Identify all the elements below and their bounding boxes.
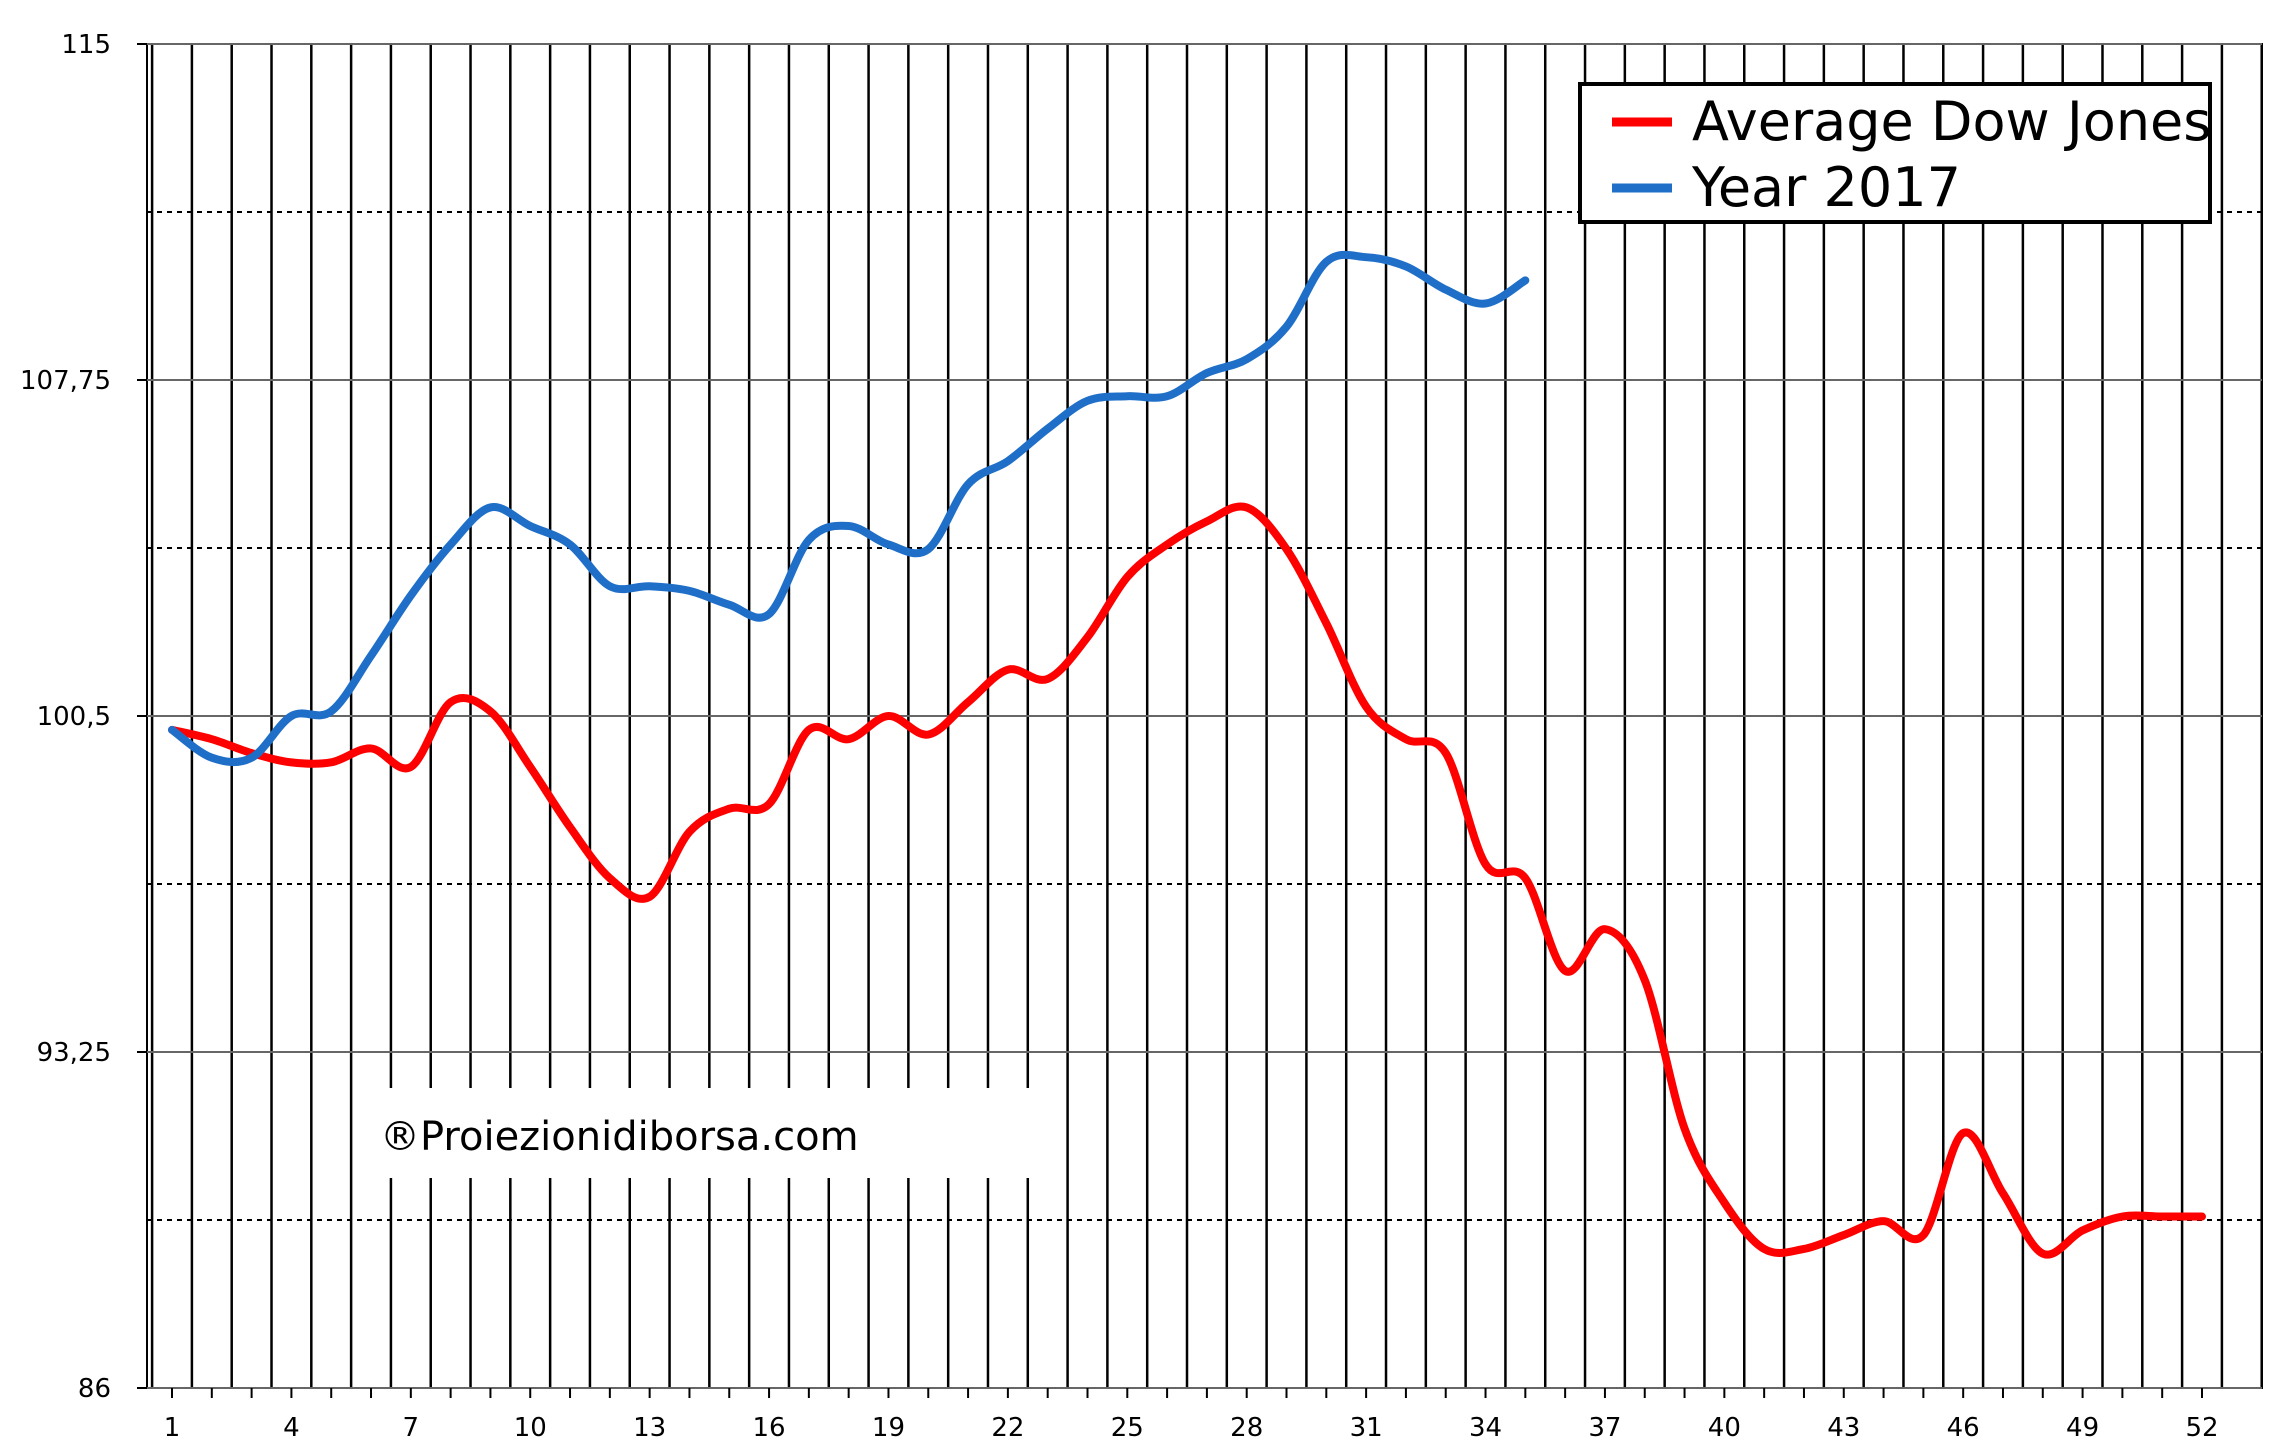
legend: Average Dow Jones Year 2017: [1578, 82, 2212, 224]
x-tick-label: 19: [872, 1413, 905, 1443]
x-tick-label: 7: [403, 1413, 420, 1443]
x-tick-label: 13: [633, 1413, 666, 1443]
x-tick-label: 43: [1827, 1413, 1860, 1443]
x-tick-label: 10: [514, 1413, 547, 1443]
y-tick-label: 86: [78, 1374, 111, 1404]
y-tick-label: 115: [61, 30, 111, 60]
watermark-text: ®Proiezionidiborsa.com: [380, 1114, 859, 1160]
legend-label-blue: Year 2017: [1691, 156, 1961, 219]
x-tick-label: 52: [2185, 1413, 2218, 1443]
x-tick-label: 37: [1588, 1413, 1621, 1443]
series-line-red: [168, 502, 2206, 1259]
x-tick-label: 40: [1708, 1413, 1741, 1443]
x-tick-label: 28: [1230, 1413, 1263, 1443]
series-line-blue: [168, 250, 1530, 767]
x-tick-label: 34: [1469, 1413, 1502, 1443]
watermark-background: [362, 1088, 1062, 1178]
axes: 115 107,75 100,5 93,25 86 1 4 7 10 13 16 19 22 25 28 31…: [20, 30, 2219, 1443]
x-tick-label: 46: [1947, 1413, 1980, 1443]
watermark: ®Proiezionidiborsa.com: [362, 1088, 1062, 1178]
y-tick-label: 100,5: [37, 702, 111, 732]
x-tick-label: 22: [991, 1413, 1024, 1443]
x-tick-label: 49: [2066, 1413, 2099, 1443]
x-tick-label: 16: [753, 1413, 786, 1443]
y-tick-label: 107,75: [20, 366, 111, 396]
x-tick-label: 25: [1111, 1413, 1144, 1443]
y-tick-label: 93,25: [37, 1038, 111, 1068]
x-tick-label: 31: [1350, 1413, 1383, 1443]
x-tick-label: 4: [283, 1413, 300, 1443]
legend-label-red: Average Dow Jones: [1692, 90, 2211, 153]
series-layer: [168, 250, 2206, 1259]
x-tick-label: 1: [164, 1413, 181, 1443]
legend-box: [1578, 82, 2212, 224]
